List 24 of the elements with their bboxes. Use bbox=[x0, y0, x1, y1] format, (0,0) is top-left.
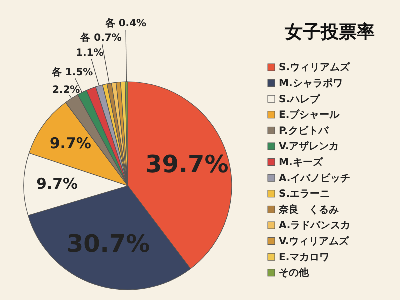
legend-label: 奈良 くるみ bbox=[278, 204, 339, 216]
legend-label: S.エラーニ bbox=[279, 189, 330, 200]
data-label: 30.7% bbox=[66, 230, 150, 258]
legend-label: その他 bbox=[279, 267, 310, 280]
data-label: 各 0.7% bbox=[80, 32, 122, 44]
legend-label: S.ハレプ bbox=[279, 93, 321, 106]
data-label: 1.1% bbox=[76, 48, 104, 60]
data-label: 39.7% bbox=[146, 150, 229, 179]
legend-label: M.シャラポワ bbox=[279, 78, 343, 90]
legend-label: P.クビトバ bbox=[279, 124, 330, 137]
data-label: 各 1.5% bbox=[50, 66, 94, 79]
legend-label: E.マカロワ bbox=[279, 252, 330, 264]
legend-label: S.ウィリアムズ bbox=[279, 62, 351, 74]
data-label: 9.7% bbox=[36, 174, 78, 193]
legend-label: M.キーズ bbox=[279, 156, 324, 169]
legend-label: E.ブシャール bbox=[279, 109, 341, 122]
data-label: 各 0.4% bbox=[104, 18, 147, 30]
data-label: 2.2% bbox=[52, 84, 80, 96]
legend-label: A.ラドバンスカ bbox=[279, 220, 351, 232]
legend-label: A.イバノビッチ bbox=[279, 172, 351, 184]
data-label: 9.7% bbox=[50, 134, 92, 153]
legend-label: V.アザレンカ bbox=[279, 140, 340, 153]
chart-title: 女子投票率 bbox=[284, 22, 375, 43]
legend-label: V.ウィリアムズ bbox=[279, 236, 350, 248]
